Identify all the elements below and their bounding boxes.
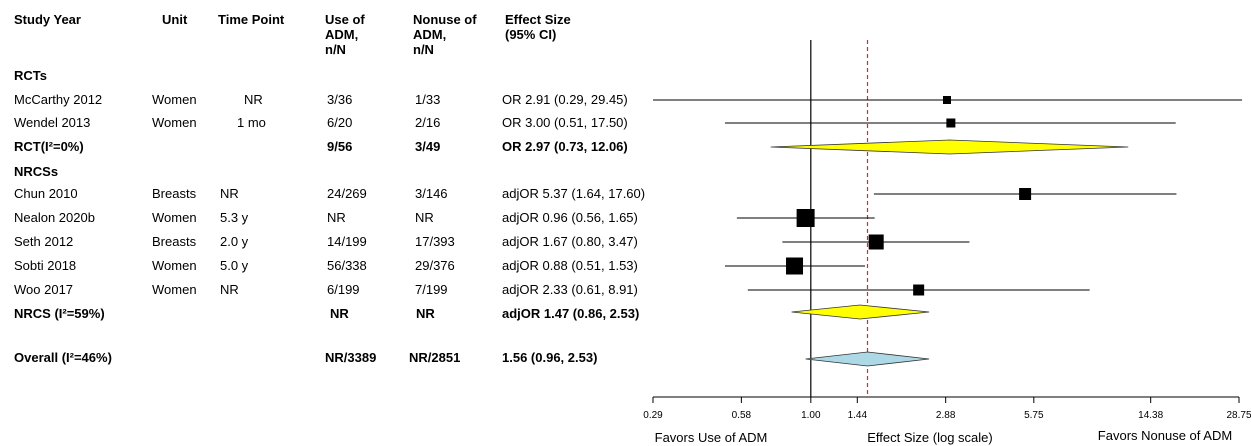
study-point-marker [868, 234, 884, 250]
row-study-name: Overall (I²=46%) [14, 350, 112, 365]
row-nonuse-count: 29/376 [415, 258, 455, 273]
row-nonuse-count: 3/146 [415, 186, 448, 201]
header-use-of-adm: Use of ADM, n/N [325, 12, 365, 57]
x-tick-label: 1.00 [801, 410, 821, 421]
header-unit: Unit [162, 12, 188, 27]
row-nonuse-count: 1/33 [415, 92, 441, 107]
row-nonuse-count: NR [416, 306, 435, 321]
row-unit: Women [152, 210, 197, 225]
row-study-name: Chun 2010 [14, 186, 78, 201]
row-time-point: 1 mo [237, 115, 266, 130]
study-point-marker [786, 257, 804, 275]
row-use-count: 6/199 [327, 282, 360, 297]
row-time-point: 5.0 y [220, 258, 249, 273]
x-tick-label: 28.75 [1226, 410, 1251, 421]
row-nonuse-count: 2/16 [415, 115, 441, 130]
row-use-count: NR [330, 306, 349, 321]
row-study-name: Nealon 2020b [14, 210, 95, 225]
row-study-name: Sobti 2018 [14, 258, 77, 273]
x-tick-label: 0.58 [732, 410, 752, 421]
row-unit: Women [152, 115, 197, 130]
x-tick-label: 5.75 [1024, 410, 1044, 421]
header-use-line3: n/N [325, 42, 346, 57]
header-nonuse-line1: Nonuse of [413, 12, 477, 27]
row-effect-size: adjOR 0.96 (0.56, 1.65) [502, 210, 638, 225]
study-point-marker [942, 96, 951, 104]
row-use-count: 14/199 [327, 234, 367, 249]
row-study-name: Woo 2017 [14, 282, 74, 297]
x-tick-label: 0.29 [643, 410, 663, 421]
group-label-nrcss: NRCSs [14, 164, 59, 179]
row-time-point: 5.3 y [220, 210, 249, 225]
row-time-point: NR [220, 186, 239, 201]
study-point-marker [946, 118, 956, 128]
header-time-point: Time Point [218, 12, 285, 27]
study-point-marker [1019, 188, 1032, 200]
row-effect-size: OR 2.91 (0.29, 29.45) [502, 92, 628, 107]
header-nonuse-line3: n/N [413, 42, 434, 57]
row-effect-size: adjOR 1.47 (0.86, 2.53) [502, 306, 640, 321]
header-use-line1: Use of [325, 12, 365, 27]
row-nonuse-count: 17/393 [415, 234, 455, 249]
favors-use-label: Favors Use of ADM [655, 430, 768, 445]
row-unit: Breasts [152, 186, 197, 201]
row-time-point: 2.0 y [220, 234, 249, 249]
favors-nonuse-label: Favors Nonuse of ADM [1098, 428, 1232, 443]
row-time-point: NR [244, 92, 263, 107]
row-effect-size: OR 3.00 (0.51, 17.50) [502, 115, 628, 130]
x-tick-label: 1.44 [848, 410, 868, 421]
row-use-count: 56/338 [327, 258, 367, 273]
row-study-name: NRCS (I²=59%) [14, 306, 105, 321]
row-study-name: Seth 2012 [14, 234, 74, 249]
row-effect-size: adjOR 0.88 (0.51, 1.53) [502, 258, 638, 273]
row-time-point: NR [220, 282, 239, 297]
header-effect-line1: Effect Size [505, 12, 571, 27]
row-nonuse-count: 3/49 [415, 139, 441, 154]
row-effect-size: adjOR 1.67 (0.80, 3.47) [502, 234, 638, 249]
row-effect-size: adjOR 2.33 (0.61, 8.91) [502, 282, 638, 297]
row-unit: Women [152, 282, 197, 297]
header-effect-line2: (95% CI) [505, 27, 557, 42]
row-unit: Women [152, 92, 197, 107]
header-effect-size: Effect Size (95% CI) [505, 12, 571, 42]
summary-diamond [770, 139, 1129, 155]
row-study-name: McCarthy 2012 [14, 92, 103, 107]
row-unit: Breasts [152, 234, 197, 249]
row-use-count: NR [327, 210, 346, 225]
row-effect-size: OR 2.97 (0.73, 12.06) [502, 139, 628, 154]
row-use-count: 24/269 [327, 186, 367, 201]
summary-diamond [791, 304, 930, 320]
x-axis-label: Effect Size (log scale) [867, 430, 992, 445]
study-point-marker [796, 209, 815, 227]
header-study-year: Study Year [14, 12, 81, 27]
x-tick-label: 14.38 [1138, 410, 1163, 421]
x-tick-label: 2.88 [936, 410, 956, 421]
summary-diamond [805, 351, 930, 367]
row-nonuse-count: NR/2851 [409, 350, 461, 365]
row-use-count: 9/56 [327, 139, 353, 154]
row-effect-size: adjOR 5.37 (1.64, 17.60) [502, 186, 646, 201]
header-nonuse-of-adm: Nonuse of ADM, n/N [413, 12, 477, 57]
header-nonuse-line2: ADM, [413, 27, 447, 42]
row-nonuse-count: 7/199 [415, 282, 448, 297]
study-point-marker [913, 284, 925, 296]
row-effect-size: 1.56 (0.96, 2.53) [502, 350, 598, 365]
row-study-name: RCT(I²=0%) [14, 139, 84, 154]
header-use-line2: ADM, [325, 27, 359, 42]
row-unit: Women [152, 258, 197, 273]
row-nonuse-count: NR [415, 210, 434, 225]
group-label-rcts: RCTs [14, 68, 47, 83]
row-study-name: Wendel 2013 [14, 115, 91, 130]
row-use-count: 6/20 [327, 115, 353, 130]
row-use-count: 3/36 [327, 92, 353, 107]
row-use-count: NR/3389 [325, 350, 377, 365]
